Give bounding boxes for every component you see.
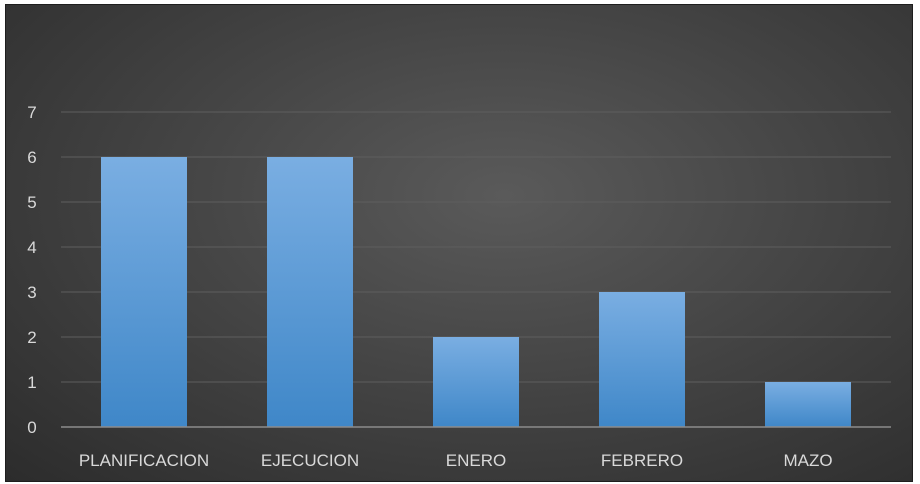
x-tick-label: MAZO [783,451,832,470]
bar-febrero [599,292,685,427]
x-tick-label: PLANIFICACION [79,451,209,470]
x-tick-label: EJECUCION [261,451,359,470]
y-tick-label: 4 [27,238,36,257]
y-tick-label: 2 [27,328,36,347]
y-tick-label: 0 [27,418,36,437]
chart-area: 0 1 2 3 4 5 6 7 PLANIFICACION EJECUCION ENERO FEBR… [5,4,913,482]
bar-enero [433,337,519,427]
bars [101,157,851,427]
bar-mazo [765,382,851,427]
bar-ejecucion [267,157,353,427]
y-tick-label: 5 [27,193,36,212]
y-tick-label: 6 [27,148,36,167]
y-tick-label: 7 [27,103,36,122]
x-tick-label: ENERO [446,451,506,470]
y-tick-label: 3 [27,283,36,302]
bar-planificacion [101,157,187,427]
y-tick-label: 1 [27,373,36,392]
x-tick-label: FEBRERO [601,451,683,470]
bar-chart: 0 1 2 3 4 5 6 7 PLANIFICACION EJECUCION ENERO FEBR… [27,103,891,470]
y-axis-tick-labels: 0 1 2 3 4 5 6 7 [27,103,36,437]
x-axis-tick-labels: PLANIFICACION EJECUCION ENERO FEBRERO MAZO [79,451,833,470]
gridlines [61,111,891,383]
